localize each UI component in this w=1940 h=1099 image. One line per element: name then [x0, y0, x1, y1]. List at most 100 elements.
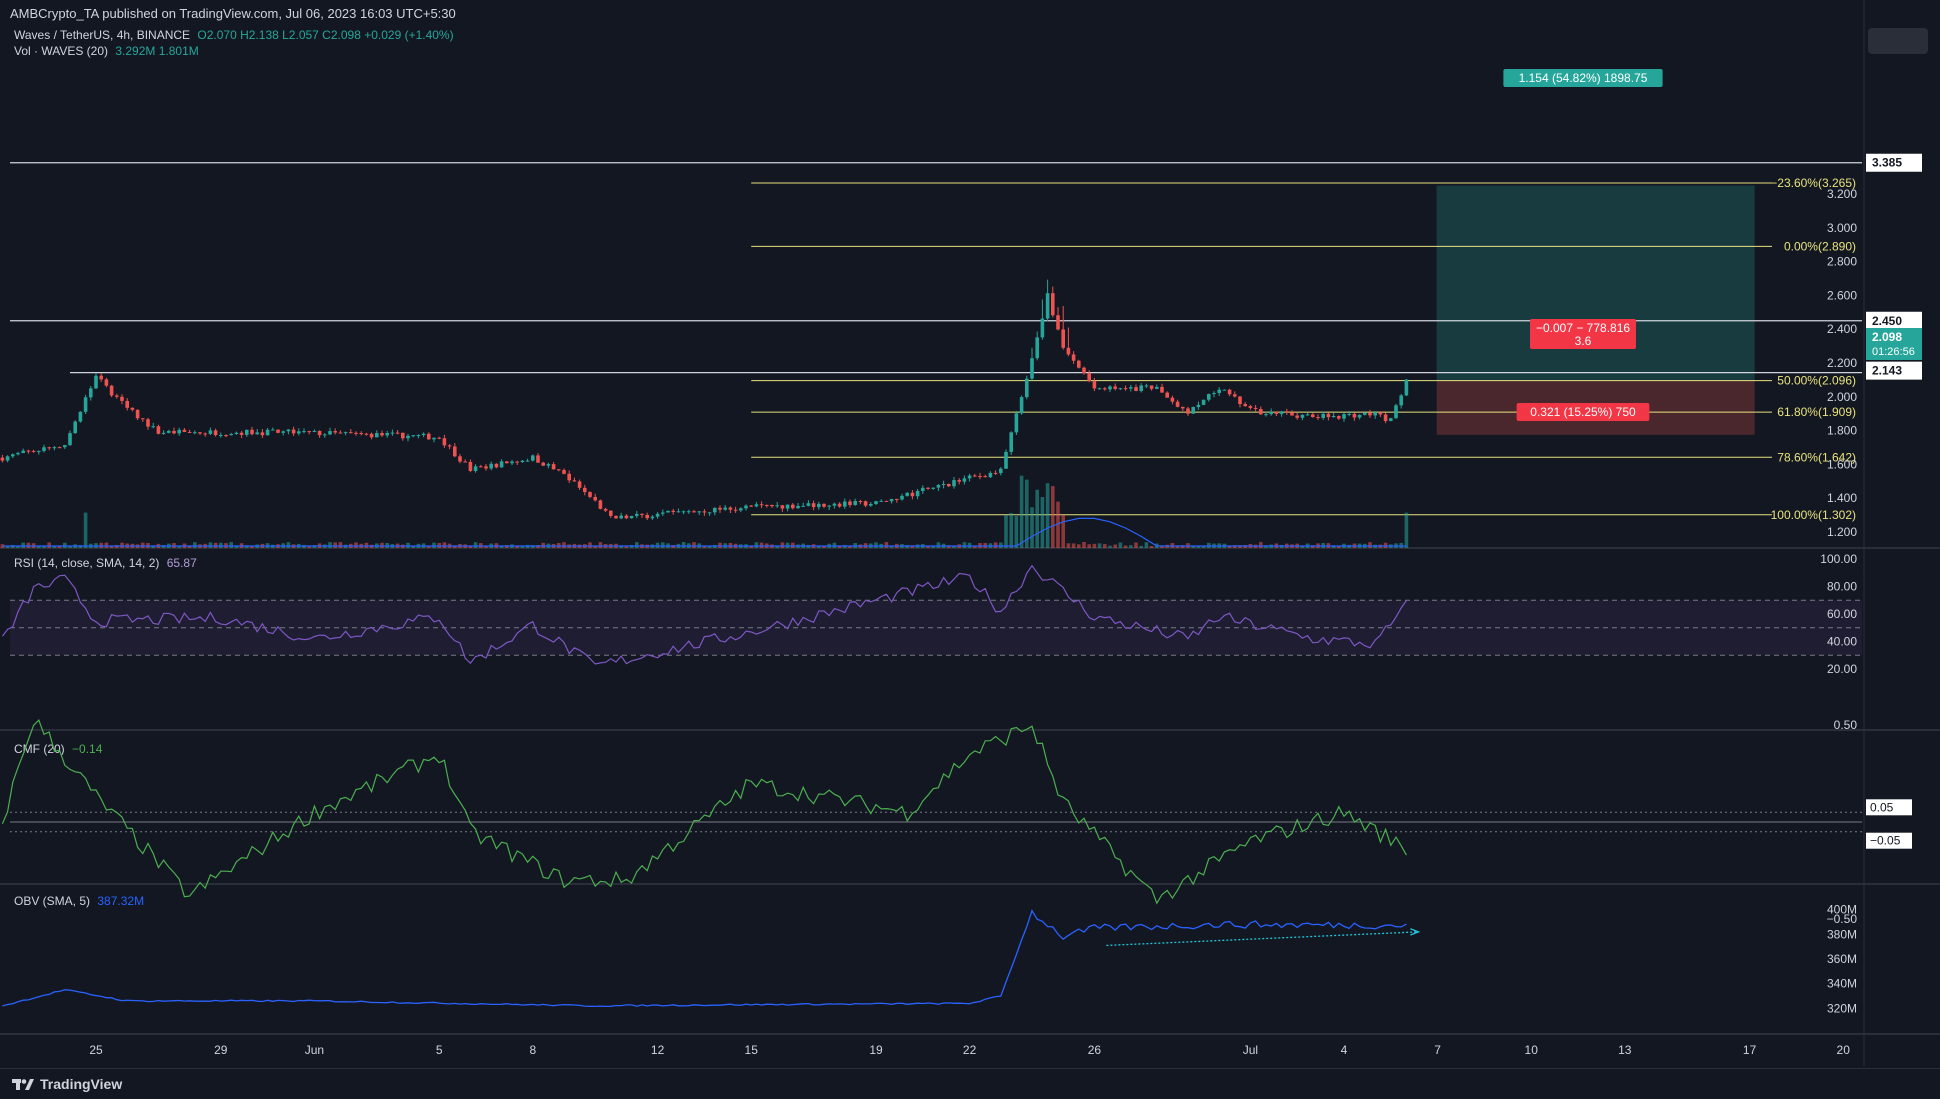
candle-body — [432, 437, 436, 440]
volume-bar — [1077, 544, 1081, 548]
candle-body — [785, 504, 790, 509]
volume-bar — [837, 545, 842, 548]
volume-bar — [1337, 545, 1341, 548]
candle-body — [692, 511, 696, 513]
candle-body — [1363, 412, 1367, 415]
volume-bar — [42, 545, 46, 548]
position-stop-label: 0.321 (15.25%) 750 — [1530, 405, 1636, 419]
volume-bar — [1227, 545, 1232, 548]
candle-body — [624, 515, 629, 519]
candle-body — [1264, 414, 1268, 416]
candle-body — [83, 397, 88, 412]
volume-bar — [286, 542, 291, 548]
price-tick-label: 2.600 — [1827, 288, 1857, 302]
candle-body — [733, 509, 738, 511]
price-label-high-bg — [1866, 361, 1922, 380]
volume-bar — [1331, 545, 1336, 548]
time-tick-label: 25 — [89, 1043, 103, 1057]
price-pane: −23.60%(3.265) 0.00%(2.890) 50.00%(2.096) 6… — [0, 69, 1862, 548]
candle-body — [728, 507, 733, 510]
candle-body — [900, 495, 904, 500]
volume-bar — [598, 542, 603, 548]
position-target-label: 1.154 (54.82%) 1898.75 — [1519, 71, 1648, 85]
candle-body — [551, 464, 556, 470]
volume-bar — [952, 545, 956, 548]
volume-bar — [208, 542, 213, 548]
candle-body — [78, 411, 83, 422]
candle-body — [369, 433, 374, 438]
candle-body — [291, 429, 296, 434]
volume-bar — [104, 542, 109, 548]
candle-body — [479, 466, 483, 468]
publish-info: AMBCrypto_TA published on TradingView.co… — [10, 6, 456, 21]
candle-body — [141, 418, 145, 420]
axis-settings-button — [1868, 28, 1928, 54]
obv-trendline-arrow — [1410, 928, 1421, 936]
volume-bar — [499, 545, 504, 548]
chart-canvas[interactable]: −23.60%(3.265) 0.00%(2.890) 50.00%(2.096) 6… — [0, 0, 1940, 1066]
candle-body — [1082, 367, 1086, 374]
candle-body — [1212, 392, 1216, 395]
candle-body — [1279, 411, 1284, 414]
fib-level-label: 0.00%(2.890) — [1784, 239, 1856, 253]
candle-body — [224, 435, 228, 437]
candle-body — [458, 456, 462, 462]
obv-label: OBV (SMA, 5) — [14, 894, 91, 908]
volume-bar — [234, 545, 239, 548]
candle-body — [94, 375, 98, 389]
candle-body — [593, 496, 597, 501]
volume-bar — [52, 545, 57, 548]
volume-bar — [219, 542, 223, 548]
candle-body — [1347, 413, 1351, 415]
position-center-label-ratio: 3.6 — [1575, 334, 1592, 348]
candle-body — [442, 438, 447, 446]
candle-body — [343, 432, 348, 434]
fib-level-label: −23.60%(3.265) — [1770, 176, 1856, 190]
rsi-value: 65.87 — [166, 556, 197, 570]
cmf-level-tag-bg — [1866, 832, 1912, 849]
rsi-tick-label: 60.00 — [1827, 607, 1857, 621]
volume-bar — [120, 542, 124, 548]
candle-body — [1040, 318, 1045, 338]
position-stop-label-bg — [1516, 403, 1650, 421]
volume-bar — [1025, 479, 1029, 548]
volume-bar — [1066, 543, 1071, 548]
candle-body — [791, 504, 795, 509]
fib-level-label: 50.00%(2.096) — [1777, 374, 1856, 388]
candle-body — [817, 503, 821, 508]
candle-body — [187, 431, 192, 433]
cmf-value: −0.14 — [72, 742, 103, 756]
volume-bar — [515, 545, 519, 548]
volume-bar — [99, 542, 103, 548]
candle-body — [1165, 392, 1169, 398]
candle-body — [588, 492, 592, 497]
candle-body — [499, 461, 504, 468]
candle-body — [68, 433, 72, 446]
candle-body — [796, 505, 800, 509]
volume-bar — [1144, 542, 1149, 548]
volume-bar — [947, 545, 951, 548]
candle-body — [333, 431, 337, 433]
volume-bar — [936, 542, 941, 548]
candle-body — [1238, 396, 1242, 405]
candle-body — [1243, 404, 1247, 407]
time-tick-label: 8 — [529, 1043, 536, 1057]
volume-bar — [187, 545, 192, 548]
candle-body — [1342, 414, 1346, 419]
volume-bar — [193, 542, 197, 548]
candle-body — [146, 419, 150, 427]
volume-bar — [16, 545, 20, 548]
volume-bar — [1092, 543, 1097, 548]
candle-body — [1175, 401, 1180, 407]
volume-bar — [338, 542, 343, 548]
candle-body — [666, 510, 670, 513]
candle-body — [635, 513, 639, 516]
volume-bar — [520, 545, 525, 548]
candle-body — [213, 430, 218, 436]
candle-body — [349, 432, 353, 434]
time-tick-label: 13 — [1618, 1043, 1632, 1057]
candle-body — [1337, 415, 1341, 419]
candle-body — [983, 476, 987, 478]
candle-body — [577, 481, 582, 488]
rsi-tick-label: 40.00 — [1827, 635, 1857, 649]
